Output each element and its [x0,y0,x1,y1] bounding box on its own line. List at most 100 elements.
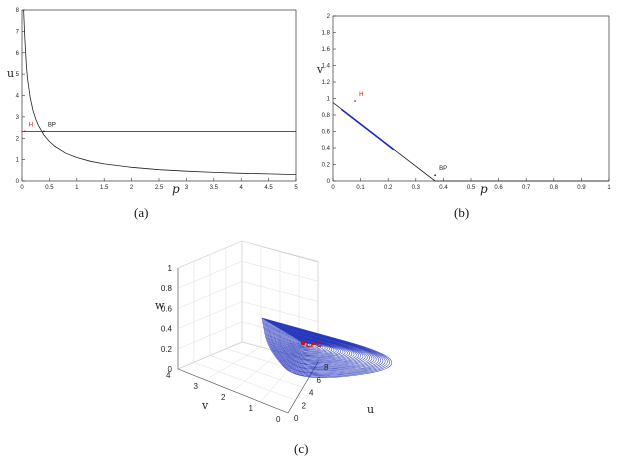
annotation-point [354,100,356,102]
limit-cycle-0 [261,317,393,378]
wall-grid-w [241,260,319,282]
y-tick-label: 1 [327,97,331,103]
v-tick-label: 1 [249,404,254,413]
y-tick-label: 0 [16,179,20,185]
panel-b-ylabel: v [316,63,324,76]
x-tick-label: 0.1 [356,185,365,191]
panel-a-ylabel: u [7,67,14,80]
limit-cycle-19 [281,329,350,362]
y-tick-label: 1.8 [322,31,331,37]
panel-c-grid [177,240,319,414]
limit-cycle-32 [294,337,321,351]
x-tick-label: 0.3 [412,185,421,191]
y-tick-label: 1.2 [322,80,331,86]
w-tick-label: 0.6 [161,304,173,313]
annotation-label: H [359,92,363,98]
limit-cycle-3 [264,319,386,376]
v-tick-label: 0 [276,415,281,424]
w-tick-label: 0.4 [161,325,173,334]
x-tick-label: 1.5 [100,185,109,191]
limit-cycle-27 [289,334,332,355]
series-line-0 [23,9,297,175]
limit-cycle-24 [286,332,339,358]
y-tick-label: 1.4 [322,64,331,70]
panel-b-xlabel: p [480,182,488,196]
limit-cycle-16 [278,327,357,365]
panel-c-xlabel: u [367,403,374,416]
limit-cycle-11 [272,324,368,369]
panel-c-zlabel: w [155,299,165,312]
x-tick-label: 3.5 [210,185,219,191]
panel-b-series [332,102,609,182]
floor-grid-v [232,351,281,392]
limit-cycle-28 [290,335,330,354]
x-tick-label: 0.4 [439,185,448,191]
limit-cycle-33 [295,338,319,350]
wall-grid-w [241,301,319,322]
wall-grid-w [177,281,243,309]
limit-cycle-1 [262,318,390,378]
floor-grid-v [205,346,262,381]
limit-cycle-6 [267,321,379,373]
x-tick-label: 1 [607,185,611,191]
y-tick-label: 5 [16,72,20,78]
w-tick-label: 1 [168,264,173,273]
w-tick-label: 0.8 [161,284,173,293]
limit-cycle-13 [274,325,364,367]
annotation-point [434,174,437,177]
y-tick-label: 6 [16,51,20,57]
annotation-point [23,130,26,133]
limit-cycle-14 [276,326,362,366]
x-tick-label: 0 [20,185,24,191]
panel-a-series [22,9,297,175]
u-tick-label: 8 [324,363,329,372]
x-tick-label: 0.7 [522,185,531,191]
y-tick-label: 4 [16,94,20,100]
y-tick-label: 0 [327,179,331,185]
limit-cycle-17 [279,328,355,364]
y-tick-label: 3 [16,115,20,121]
u-tick-label: 6 [317,376,322,385]
panel-b-annotations: H BP [354,92,447,177]
x-tick-label: 0.5 [45,185,54,191]
limit-cycle-25 [287,333,337,357]
wall-grid-w [177,240,243,269]
wall-grid-w [241,341,319,363]
y-tick-label: 2 [16,136,20,142]
x-tick-label: 0 [331,185,335,191]
wall-grid-w [177,321,243,350]
y-tick-label: 0.6 [322,130,331,136]
y-tick-label: 7 [16,29,20,35]
u-tick-label: 0 [294,414,299,423]
wall-grid-w [241,240,319,262]
u-tick-label: 2 [302,401,307,410]
floor-grid-v [260,356,300,403]
limit-cycle-21 [283,330,346,360]
caption-c: (c) [294,441,308,456]
limit-cycle-9 [270,323,373,371]
x-tick-label: 3 [185,185,189,191]
limit-cycle-15 [277,327,359,365]
x-tick-label: 0.5 [467,185,476,191]
x-tick-label: 4.5 [264,185,273,191]
annotation-point [43,130,45,133]
annotation-label: H [29,122,33,128]
annotation-label: BP [48,122,56,128]
y-tick-label: 2 [327,14,331,20]
limit-cycle-4 [265,320,384,375]
panel-b: 0 0.1 0.2 0.3 0.4 0.5 0.6 0.7 0.8 0.9 1 0 0.2 0.4 0.6… [316,14,611,220]
w-tick-label: 0.2 [161,345,173,354]
plot-a-frame [21,9,297,182]
x-tick-label: 2.5 [155,185,164,191]
limit-cycle-7 [268,322,377,372]
panel-a-annotations: H BP [23,122,56,133]
limit-cycle-29 [291,335,328,353]
panel-c-3d-box [177,240,319,414]
v-tick-label: 2 [221,393,226,402]
x-tick-label: 0.6 [494,185,503,191]
limit-cycle-18 [280,328,352,363]
y-tick-label: 8 [16,8,20,14]
